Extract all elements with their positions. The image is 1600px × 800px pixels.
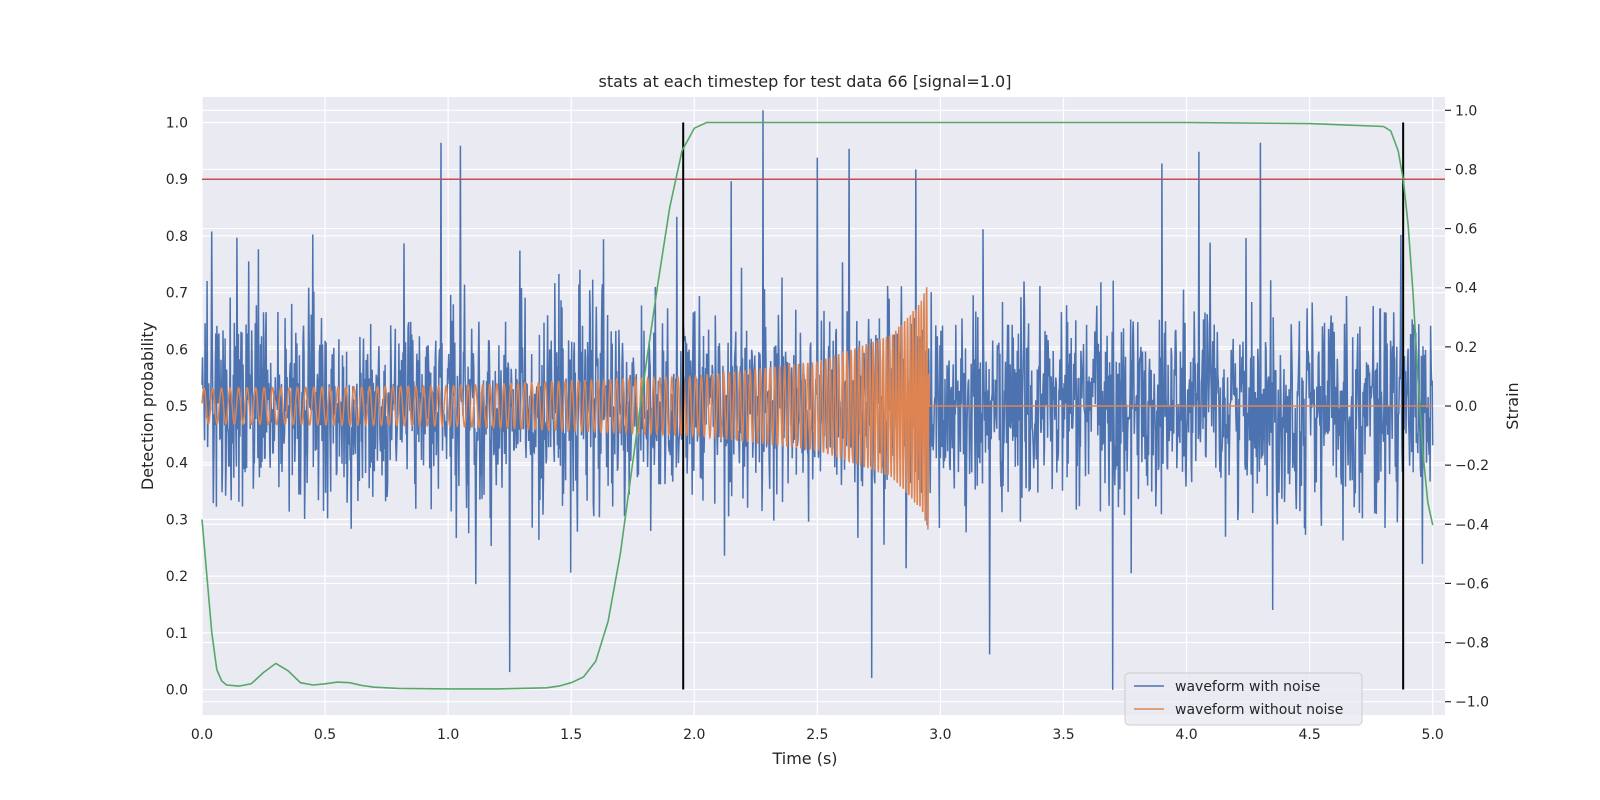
legend-label-noisy: waveform with noise [1175, 679, 1320, 695]
y-tick-label-2: 0.2 [166, 569, 188, 585]
y2-tick-label-2: −0.6 [1455, 576, 1489, 592]
legend-label-clean: waveform without noise [1175, 702, 1343, 718]
x-axis-ticks: 0.0 0.5 1.0 1.5 2.0 2.5 3.0 3.5 4.0 4.5 5.0 [191, 727, 1444, 743]
y-tick-label-0: 0.0 [166, 682, 188, 698]
y-tick-label-3: 0.3 [166, 512, 188, 528]
chart-title: stats at each timestep for test data 66 … [599, 72, 1012, 91]
y-tick-label-8: 0.8 [166, 229, 188, 245]
y-tick-label-9: 0.9 [166, 172, 188, 188]
series-detection-probability [201, 121, 1434, 690]
y-tick-label-4: 0.4 [166, 456, 188, 472]
y2-tick-label-7: 0.4 [1455, 281, 1477, 297]
y-tick-label-10: 1.0 [166, 116, 188, 132]
y2-axis-label: Strain [1503, 382, 1522, 429]
x-axis-label: Time (s) [771, 749, 837, 768]
y2-tick-label-3: −0.4 [1455, 517, 1489, 533]
x-tick-label-2: 1.0 [437, 727, 459, 743]
x-tick-label-4: 2.0 [683, 727, 705, 743]
y-tick-label-1: 0.1 [166, 626, 188, 642]
x-tick-label-0: 0.0 [191, 727, 213, 743]
y-tick-label-5: 0.5 [166, 399, 188, 415]
y2-tick-label-1: −0.8 [1455, 636, 1489, 652]
x-tick-label-10: 5.0 [1422, 727, 1444, 743]
y2-axis-ticks: −1.0 −0.8 −0.6 −0.4 −0.2 0.0 0.2 0.4 0.6 0.8 1.0 [1445, 103, 1489, 711]
y-axis-label: Detection probability [138, 322, 157, 490]
chart-marks [201, 110, 1445, 690]
y2-tick-label-6: 0.2 [1455, 340, 1477, 356]
x-tick-label-1: 0.5 [314, 727, 336, 743]
x-tick-label-3: 1.5 [560, 727, 582, 743]
x-tick-label-9: 4.5 [1298, 727, 1320, 743]
y2-tick-label-5: 0.0 [1455, 399, 1477, 415]
y-tick-label-6: 0.6 [166, 342, 188, 358]
y2-tick-label-10: 1.0 [1455, 103, 1477, 119]
y-axis-ticks: 0.0 0.1 0.2 0.3 0.4 0.5 0.6 0.7 0.8 0.9 1.0 [166, 116, 188, 699]
y2-tick-label-4: −0.2 [1455, 458, 1489, 474]
legend: waveform with noise waveform without noi… [1124, 672, 1363, 726]
y-tick-label-7: 0.7 [166, 286, 188, 302]
legend-box [1124, 672, 1363, 726]
series-waveform-without-noise [201, 287, 1433, 530]
x-tick-label-8: 4.0 [1175, 727, 1197, 743]
x-tick-label-7: 3.5 [1052, 727, 1074, 743]
y2-tick-label-9: 0.8 [1455, 162, 1477, 178]
x-tick-label-6: 3.0 [929, 727, 951, 743]
series-waveform-with-noise [201, 110, 1434, 690]
y2-tick-label-8: 0.6 [1455, 222, 1477, 238]
y2-tick-label-0: −1.0 [1455, 695, 1489, 711]
x-tick-label-5: 2.5 [806, 727, 828, 743]
